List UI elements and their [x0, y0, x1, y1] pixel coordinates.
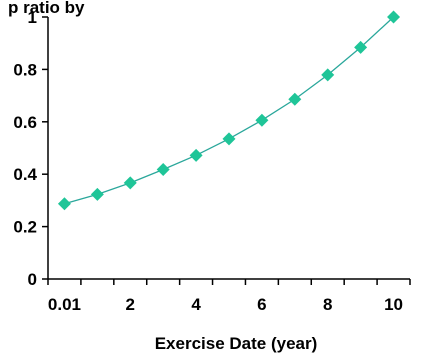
- x-axis: 0.01 2 4 6 8 10: [47, 278, 411, 314]
- data-point-marker: [222, 132, 236, 146]
- data-point-marker: [288, 92, 302, 106]
- y-tick-label: 0.2: [13, 218, 37, 237]
- y-axis: 0 0.2 0.4 0.6 0.8 1: [13, 8, 49, 289]
- x-tick-label: 4: [191, 295, 201, 314]
- x-tick-label: 2: [126, 295, 135, 314]
- data-point-marker: [90, 187, 104, 201]
- data-point-marker: [321, 68, 335, 82]
- y-tick-label: 0.4: [13, 165, 37, 184]
- y-tick-label: 0.6: [13, 113, 37, 132]
- data-point-marker: [57, 197, 71, 211]
- x-tick-label: 8: [323, 295, 332, 314]
- x-tick-label: 0.01: [48, 295, 81, 314]
- x-tick-label: 10: [384, 295, 403, 314]
- data-point-marker: [255, 113, 269, 127]
- y-tick-label: 1: [28, 8, 37, 27]
- data-point-marker: [354, 40, 368, 54]
- x-axis-title: Exercise Date (year): [155, 334, 318, 353]
- data-point-marker: [387, 10, 401, 24]
- series-line: [64, 16, 394, 205]
- data-point-marker: [156, 162, 170, 176]
- data-point-marker: [123, 176, 137, 190]
- x-tick-label: 6: [257, 295, 266, 314]
- y-tick-label: 0.8: [13, 60, 37, 79]
- header-fragment: p ratio by: [8, 0, 85, 17]
- series-layer: [57, 10, 401, 211]
- y-tick-label: 0: [28, 270, 37, 289]
- data-point-marker: [189, 148, 203, 162]
